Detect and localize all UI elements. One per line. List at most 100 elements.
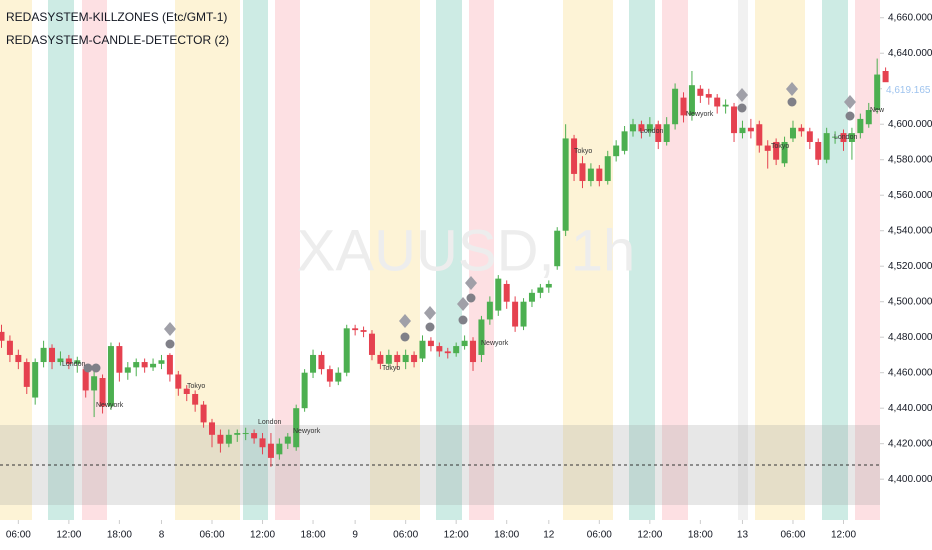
candle-body (857, 118, 864, 134)
y-tick-label: 4,480.000 (888, 332, 932, 343)
session-label: New (870, 107, 885, 114)
candle-body (478, 319, 485, 355)
candle-body (385, 354, 392, 364)
candle-body (503, 283, 510, 302)
session-label: Newyork (686, 111, 714, 118)
x-tick-label: 13 (737, 530, 749, 541)
candle-body (99, 378, 106, 407)
candle-body (798, 127, 805, 132)
signal-dot (458, 315, 468, 325)
candle-body (470, 340, 477, 363)
candle-body (352, 328, 359, 331)
candle-body (166, 354, 173, 375)
candle-body (815, 141, 822, 160)
session-zone (82, 0, 107, 520)
candle-body (731, 106, 738, 134)
candle-body (402, 354, 409, 363)
candle-body (882, 70, 889, 91)
x-tick-label: 18:00 (301, 530, 326, 541)
candle-body (65, 358, 72, 364)
session-zone (436, 0, 462, 520)
x-tick-label: 8 (159, 530, 165, 541)
indicator-label: REDASYSTEM-KILLZONES (Etc/GMT-1) (6, 10, 227, 24)
session-zone (629, 0, 655, 520)
signal-dot (165, 339, 175, 349)
candle-body (781, 141, 788, 164)
candle-body (848, 133, 855, 142)
x-tick-label: 06:00 (6, 530, 31, 541)
candle-body (680, 97, 687, 116)
x-tick-label: 12 (543, 530, 555, 541)
candle-body (183, 388, 190, 394)
candle-body (116, 346, 123, 373)
candle-body (596, 168, 603, 182)
candle-body (32, 362, 39, 398)
signal-dot (845, 111, 855, 121)
candle-body (74, 360, 81, 364)
x-tick-label: 9 (352, 530, 358, 541)
candle-body (267, 443, 274, 458)
session-zone (469, 0, 494, 520)
candle-body (688, 85, 695, 116)
candle-body (293, 408, 300, 448)
x-tick-label: 18:00 (688, 530, 713, 541)
y-tick-label: 4,440.000 (888, 403, 932, 414)
session-label: Tokyo (382, 365, 400, 372)
candle-body (209, 422, 215, 435)
plot-layer: London Newyork Tokyo London Newyork Tokyo Newy… (0, 58, 889, 467)
signal-diamond (424, 306, 436, 320)
session-label: London (258, 419, 281, 426)
signal-diamond (399, 314, 411, 328)
session-label: Newyork (293, 428, 321, 435)
x-tick-label: 12:00 (831, 530, 856, 541)
signal-diamond (844, 95, 856, 109)
candle-body (82, 369, 89, 391)
candle-body (512, 301, 519, 327)
y-tick-label: 4,580.000 (888, 154, 932, 165)
session-label: London (62, 361, 85, 368)
candle-body (107, 346, 114, 407)
candle-body (764, 145, 771, 151)
signal-dot (787, 97, 797, 107)
candle-body (15, 354, 22, 363)
y-tick-label: 4,560.000 (888, 190, 932, 201)
x-tick-label: 06:00 (587, 530, 612, 541)
candle-body (242, 433, 249, 435)
candle-body (427, 340, 434, 347)
candle-body (284, 436, 291, 444)
candle-body (91, 376, 98, 391)
candle-body (621, 131, 628, 151)
session-zone (0, 0, 32, 520)
candle-body (714, 97, 721, 107)
candle-body (823, 133, 830, 160)
candle-body (141, 362, 148, 368)
candle-body (124, 367, 131, 373)
session-label: London (640, 128, 663, 135)
candle-body (23, 362, 30, 387)
candle-body (453, 346, 460, 354)
candle-body (789, 127, 796, 139)
candle-body (436, 346, 443, 352)
candle-body (6, 340, 13, 355)
y-tick-label: 4,520.000 (888, 261, 932, 272)
candle-body (486, 301, 493, 320)
candle-body (150, 363, 157, 368)
last-price-label: 4,619.165 (886, 85, 931, 96)
candle-body (865, 110, 872, 125)
signal-diamond (164, 322, 176, 336)
candle-body (756, 124, 763, 146)
y-tick-label: 4,500.000 (888, 296, 932, 307)
x-tick-label: 12:00 (444, 530, 469, 541)
session-label: London (834, 134, 857, 141)
candle-body (192, 393, 199, 405)
candle-body (377, 354, 384, 364)
signal-diamond (786, 82, 798, 96)
candle-body (225, 434, 232, 444)
candle-body (562, 138, 569, 231)
signal-dot (83, 363, 93, 373)
candle-body (537, 287, 544, 293)
candle-body (646, 124, 653, 132)
candle-body (832, 136, 839, 138)
session-label: Newyork (481, 340, 509, 347)
